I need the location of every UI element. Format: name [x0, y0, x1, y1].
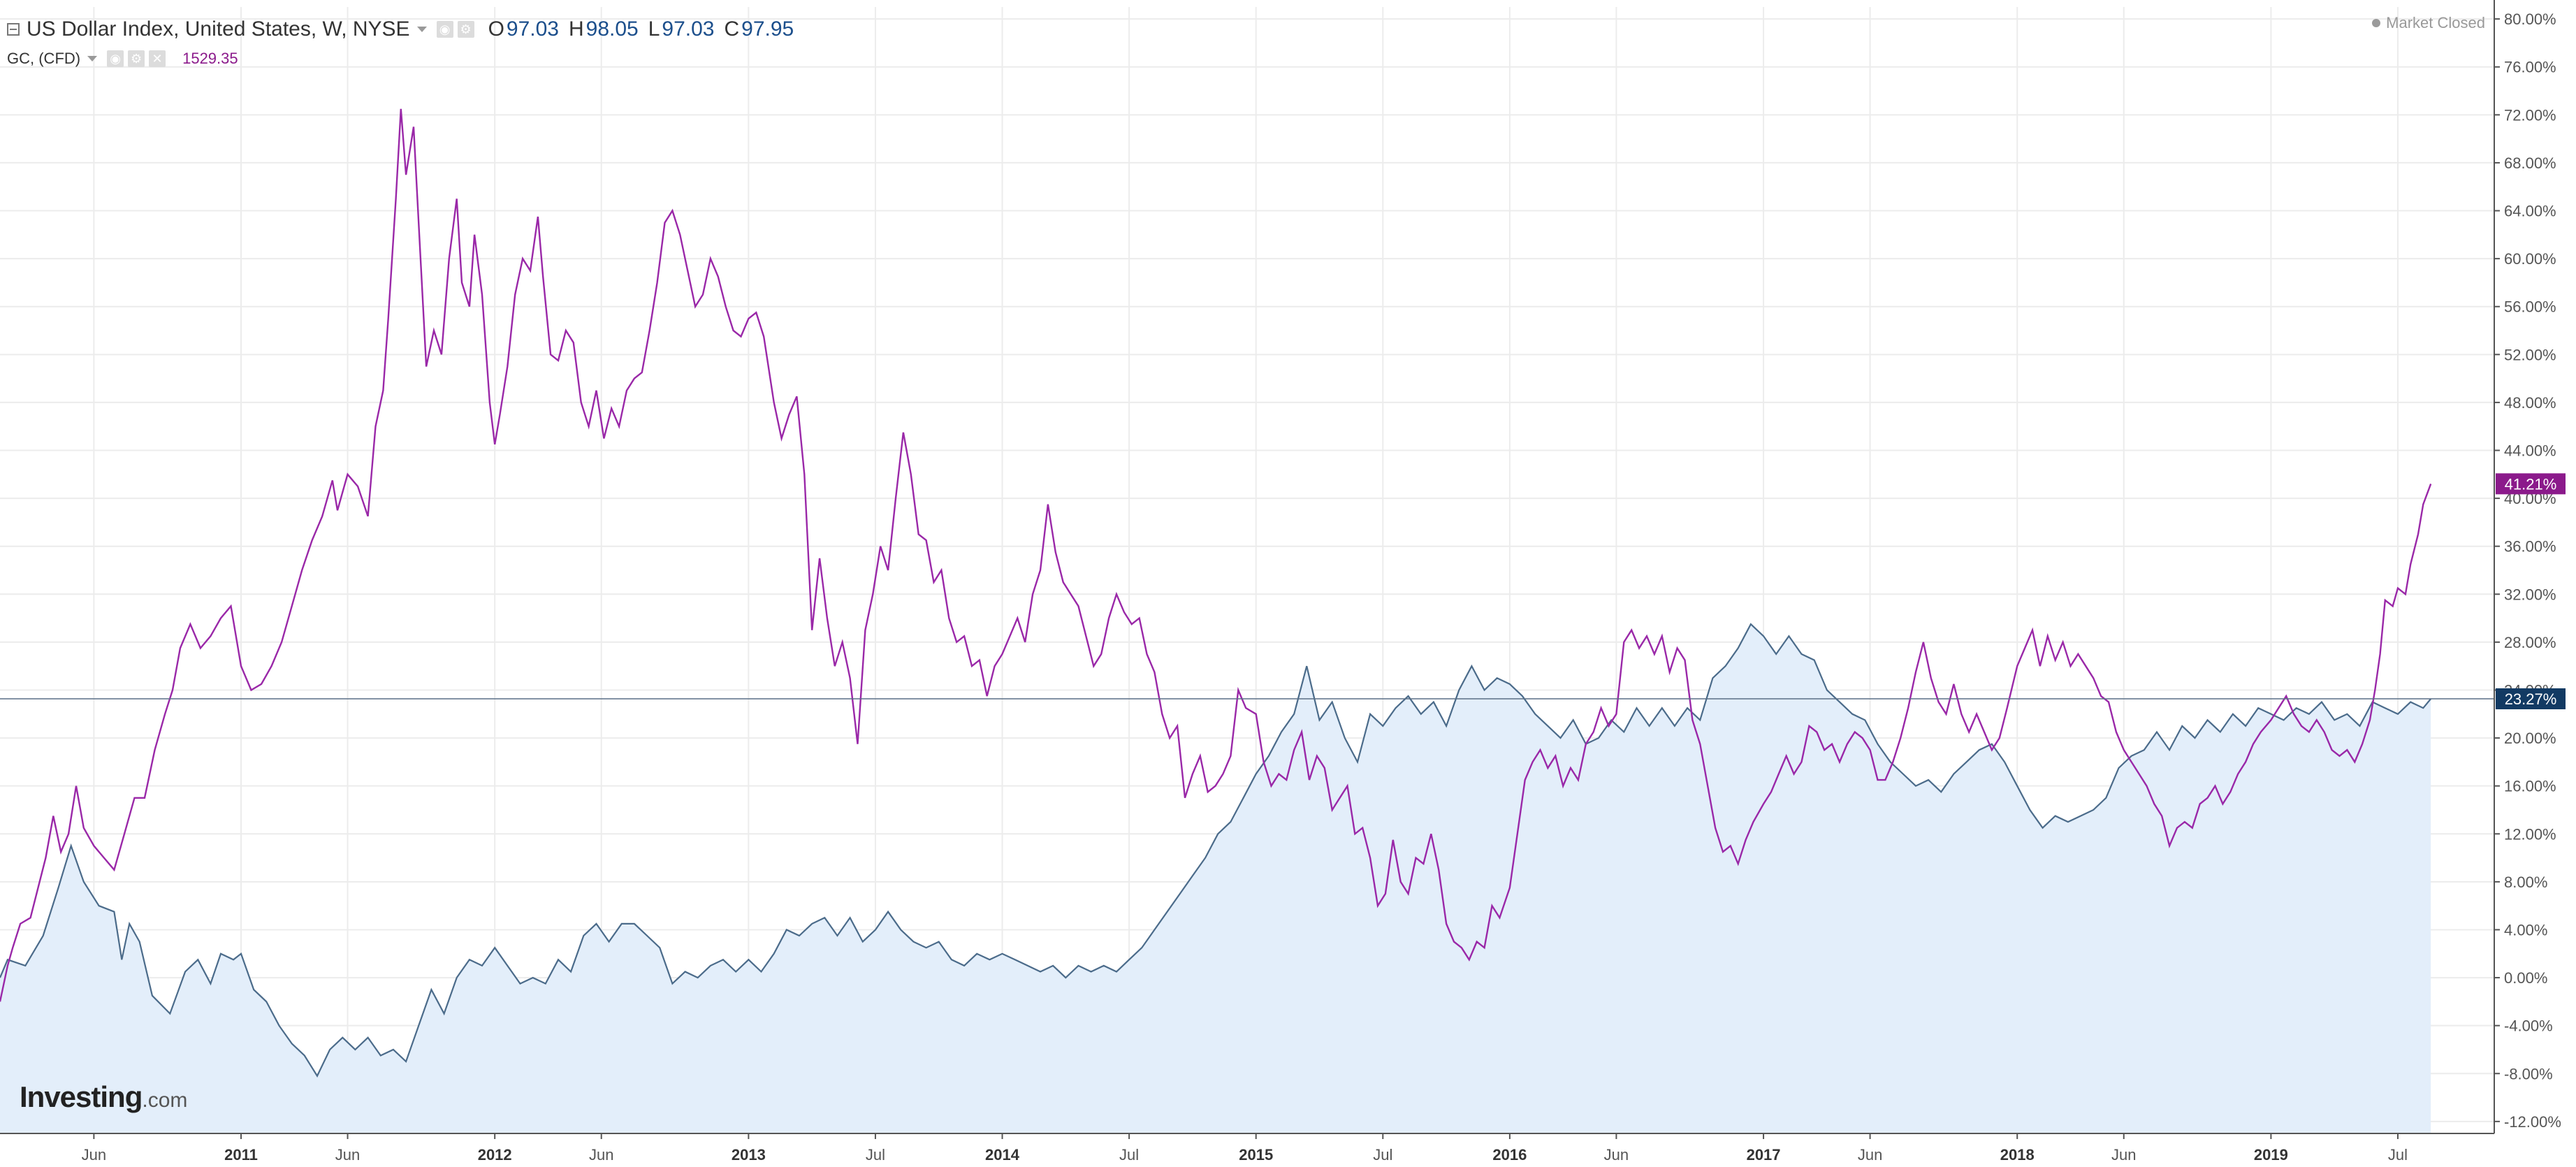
- x-tick-label: 2015: [1239, 1146, 1273, 1164]
- y-tick-label: 68.00%: [2504, 154, 2556, 172]
- dxy-series-line[interactable]: [0, 623, 2432, 1078]
- status-dot-icon: [2372, 19, 2381, 27]
- main-series-legend[interactable]: US Dollar Index, United States, W, NYSE …: [7, 10, 794, 49]
- dxy-current-badge: 23.27%: [2505, 690, 2557, 708]
- y-tick-label: 64.00%: [2504, 203, 2556, 220]
- x-tick-label: 2013: [732, 1146, 766, 1164]
- x-tick-label: 2019: [2254, 1146, 2288, 1164]
- open-value: 97.03: [506, 17, 559, 41]
- y-axis[interactable]: 80.00% 76.00% 72.00% 68.00% 64.00% 60.00% 56.0…: [2494, 0, 2561, 1133]
- y-tick-label: 0.00%: [2504, 969, 2547, 987]
- current-value-badges: 41.21% 23.27%: [2496, 473, 2566, 710]
- x-tick-label: 2016: [1492, 1146, 1527, 1164]
- chevron-down-icon[interactable]: [87, 56, 98, 61]
- eye-icon[interactable]: ◉: [107, 50, 124, 67]
- y-tick-label: 72.00%: [2504, 106, 2556, 124]
- dxy-current-badge-bg: [2496, 688, 2566, 710]
- close-icon[interactable]: ✕: [149, 50, 166, 67]
- y-tick-label: 12.00%: [2504, 825, 2556, 843]
- logo-text: Investing: [20, 1080, 143, 1113]
- market-status-text: Market Closed: [2386, 14, 2485, 31]
- compare-series-value: 1529.35: [182, 50, 238, 67]
- y-tick-label: 8.00%: [2504, 874, 2547, 891]
- x-tick-label: 2014: [985, 1146, 1020, 1164]
- low-label: L: [648, 17, 660, 41]
- x-tick-label: Jul: [866, 1146, 885, 1164]
- x-tick-label: Jul: [1119, 1146, 1139, 1164]
- y-tick-label: 32.00%: [2504, 586, 2556, 603]
- y-tick-label: 44.00%: [2504, 442, 2556, 460]
- x-tick-label: Jul: [2388, 1146, 2408, 1164]
- y-tick-label: -4.00%: [2504, 1017, 2553, 1035]
- y-tick-label: 36.00%: [2504, 538, 2556, 556]
- x-tick-label: 2018: [2000, 1146, 2035, 1164]
- settings-icon[interactable]: ⚙: [457, 21, 474, 38]
- x-tick-label: Jun: [589, 1146, 613, 1164]
- y-tick-label: 52.00%: [2504, 346, 2556, 363]
- close-label: C: [724, 17, 740, 41]
- x-tick-label: Jun: [82, 1146, 106, 1164]
- eye-icon[interactable]: ◉: [436, 21, 453, 38]
- y-tick-label: 60.00%: [2504, 250, 2556, 268]
- compare-series-legend[interactable]: GC, (CFD) ◉ ⚙ ✕ 1529.35: [7, 45, 238, 73]
- compare-series-name[interactable]: GC, (CFD): [7, 50, 81, 67]
- high-label: H: [568, 17, 584, 41]
- x-tick-label: Jun: [1858, 1146, 1882, 1164]
- y-tick-label: 80.00%: [2504, 10, 2556, 28]
- logo-suffix: .com: [142, 1089, 188, 1112]
- y-tick-label: 56.00%: [2504, 298, 2556, 316]
- y-tick-label: 20.00%: [2504, 730, 2556, 747]
- x-tick-label: 2012: [478, 1146, 512, 1164]
- gold-series-line[interactable]: [0, 108, 2432, 1002]
- close-value: 97.95: [741, 17, 794, 41]
- x-axis[interactable]: Jun 2011 Jun 2012 Jun 2013 Jul 2014 Jul 2015 Jul 20…: [0, 1133, 2494, 1164]
- x-tick-label: 2017: [1747, 1146, 1781, 1164]
- market-status: Market Closed: [2372, 14, 2485, 32]
- main-series-name[interactable]: US Dollar Index, United States, W, NYSE: [27, 17, 410, 41]
- x-tick-label: 2011: [224, 1146, 258, 1164]
- x-tick-label: Jun: [1604, 1146, 1629, 1164]
- high-value: 98.05: [585, 17, 639, 41]
- investing-logo[interactable]: Investing.com: [20, 1080, 187, 1114]
- y-tick-label: 4.00%: [2504, 921, 2547, 938]
- chevron-down-icon[interactable]: [416, 27, 427, 32]
- y-tick-label: 16.00%: [2504, 778, 2556, 795]
- y-tick-label: -8.00%: [2504, 1065, 2553, 1082]
- settings-icon[interactable]: ⚙: [128, 50, 145, 67]
- collapse-icon[interactable]: [7, 23, 20, 36]
- x-tick-label: Jul: [1373, 1146, 1392, 1164]
- y-tick-label: -12.00%: [2504, 1113, 2561, 1131]
- open-label: O: [488, 17, 504, 41]
- y-tick-label: 76.00%: [2504, 59, 2556, 76]
- dxy-area-fill: [0, 624, 2431, 1133]
- y-tick-label: 48.00%: [2504, 394, 2556, 412]
- x-tick-label: Jun: [2111, 1146, 2136, 1164]
- x-tick-label: Jun: [335, 1146, 360, 1164]
- y-tick-label: 28.00%: [2504, 634, 2556, 651]
- low-value: 97.03: [662, 17, 715, 41]
- gold-current-badge-bg: [2496, 473, 2566, 495]
- gold-current-badge: 41.21%: [2505, 475, 2557, 493]
